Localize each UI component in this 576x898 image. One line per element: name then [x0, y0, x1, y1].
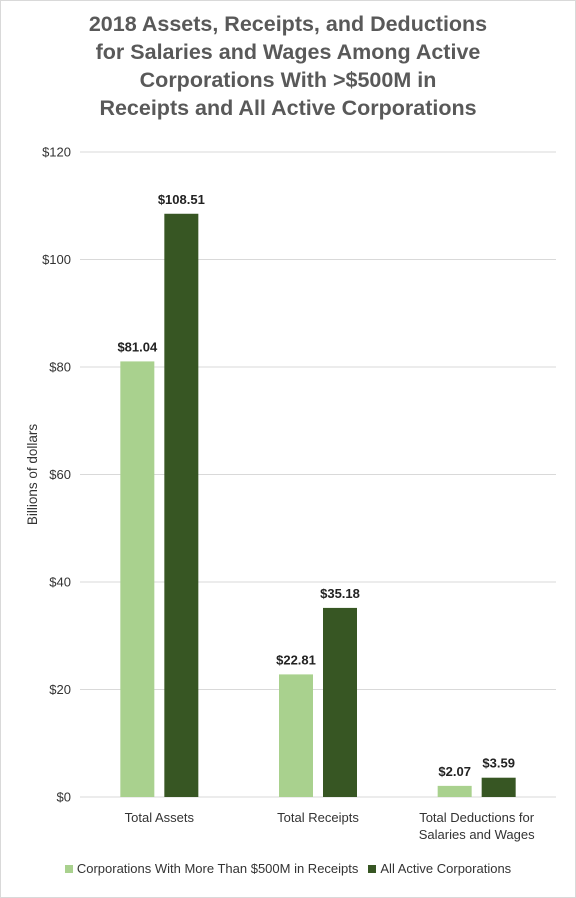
bar — [437, 785, 472, 797]
y-axis-title: Billions of dollars — [25, 424, 40, 526]
bar — [120, 361, 155, 797]
y-tick-label: $120 — [42, 145, 71, 160]
gridlines — [80, 151, 556, 798]
legend-label-series-1: Corporations With More Than $500M in Rec… — [76, 861, 359, 876]
data-label: $2.07 — [438, 764, 471, 779]
chart-title-line-2: for Salaries and Wages Among Active — [95, 40, 481, 64]
legend-item-series-2: All Active Corporations — [368, 861, 511, 876]
data-label: $35.18 — [320, 586, 360, 601]
x-axis-category-labels: Total Assets Total Receipts Total Deductio… — [125, 810, 535, 842]
x-category-label: Total Receipts — [277, 810, 359, 825]
y-tick-label: $60 — [49, 467, 71, 482]
legend-swatch-dark-green — [368, 864, 377, 873]
bar — [279, 674, 313, 797]
y-tick-label: $80 — [49, 360, 71, 375]
chart-title-line-4: Receipts and All Active Corporations — [99, 96, 477, 120]
data-label: $108.51 — [158, 192, 205, 207]
data-label: $81.04 — [117, 339, 158, 354]
data-label: $22.81 — [276, 652, 316, 667]
legend-label-series-2: All Active Corporations — [380, 861, 512, 876]
bar — [323, 607, 357, 797]
legend-item-series-1: Corporations With More Than $500M in Rec… — [64, 861, 359, 876]
bar — [481, 777, 516, 797]
legend-swatch-light-green — [64, 864, 73, 873]
x-category-label: Salaries and Wages — [419, 827, 535, 842]
legend: Corporations With More Than $500M in Rec… — [0, 861, 576, 876]
chart-title-line-1: 2018 Assets, Receipts, and Deductions — [88, 12, 488, 36]
bars — [120, 213, 516, 798]
y-axis-tick-labels: $0 $20 $40 $60 $80 $100 $120 — [42, 145, 71, 805]
chart-title-line-3: Corporations With >$500M in — [139, 68, 437, 92]
y-tick-label: $0 — [57, 790, 71, 805]
bar — [164, 213, 199, 798]
data-labels: $81.04 $108.51 $22.81 $35.18 $2.07 $3.59 — [117, 192, 514, 779]
data-label: $3.59 — [482, 756, 515, 771]
y-tick-label: $20 — [49, 682, 71, 697]
y-tick-label: $40 — [49, 575, 71, 590]
x-category-label: Total Assets — [125, 810, 195, 825]
chart-title: 2018 Assets, Receipts, and Deductions fo… — [0, 10, 576, 122]
y-tick-label: $100 — [42, 252, 71, 267]
x-category-label: Total Deductions for — [419, 810, 535, 825]
